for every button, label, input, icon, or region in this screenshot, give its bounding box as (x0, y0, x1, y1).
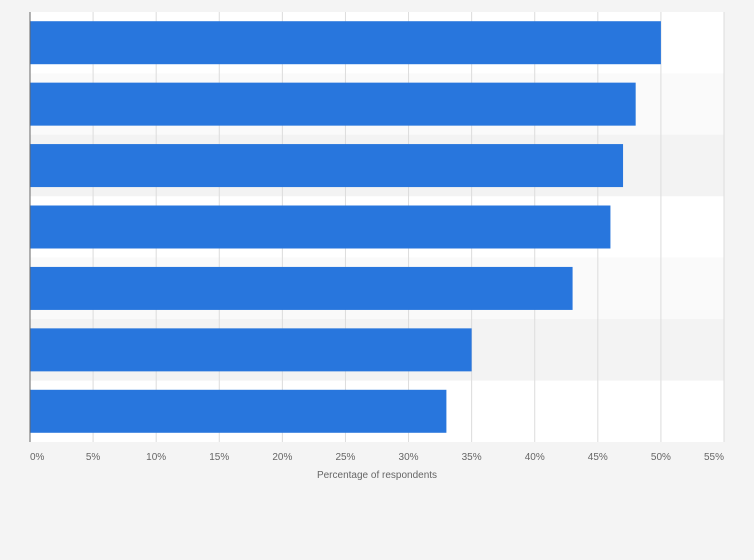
x-tick-label: 40% (525, 452, 545, 463)
bar[interactable] (30, 205, 611, 249)
x-tick-label: 25% (335, 452, 355, 463)
x-tick-label: 15% (209, 452, 229, 463)
x-tick-label: 35% (462, 452, 482, 463)
x-tick-label: 10% (146, 452, 166, 463)
bar[interactable] (30, 82, 636, 126)
x-tick-label: 45% (588, 452, 608, 463)
x-tick-label: 55% (704, 452, 724, 463)
bar[interactable] (30, 144, 624, 188)
bar[interactable] (30, 389, 447, 433)
x-tick-label: 0% (30, 452, 45, 463)
x-tick-label: 5% (86, 452, 101, 463)
x-tick-label: 50% (651, 452, 671, 463)
x-axis-title: Percentage of respondents (317, 470, 437, 481)
bars (30, 21, 661, 433)
bar[interactable] (30, 266, 573, 310)
bar[interactable] (30, 21, 661, 65)
x-axis-ticks: 0% 5% 10% 15% 20% 25% 30% 35% 40% 45% 50% 55% (30, 452, 724, 463)
bar[interactable] (30, 328, 472, 372)
x-tick-label: 30% (399, 452, 419, 463)
x-tick-label: 20% (272, 452, 292, 463)
